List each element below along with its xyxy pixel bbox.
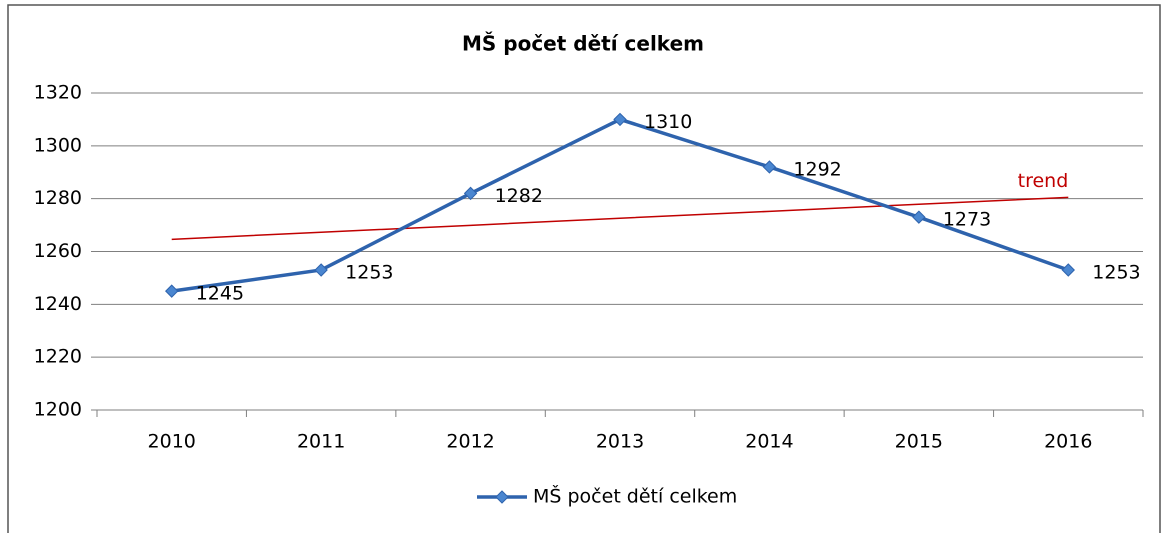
y-tick-label: 1320 [34, 82, 82, 104]
marker [463, 186, 478, 201]
data-label: 1253 [345, 261, 393, 283]
marker [762, 160, 777, 174]
marker [613, 112, 627, 127]
chart-title: MŠ počet dětí celkem [462, 32, 704, 56]
data-label: 1273 [943, 209, 991, 231]
x-tick-label: 2012 [446, 431, 494, 453]
x-tick-label: 2014 [745, 431, 793, 453]
x-tick-label: 2011 [297, 431, 345, 453]
data-label: 1245 [196, 283, 244, 305]
data-label: 1282 [495, 185, 543, 207]
y-tick-label: 1240 [34, 293, 82, 315]
series-line [171, 117, 1069, 293]
legend-marker [495, 490, 509, 504]
data-label: 1292 [793, 158, 841, 180]
y-tick-label: 1260 [34, 240, 82, 262]
trend-line [171, 196, 1069, 241]
x-tick-label: 2016 [1044, 431, 1092, 453]
x-tick-label: 2010 [148, 431, 196, 453]
marker [912, 210, 926, 224]
trend-label: trend [1018, 170, 1069, 192]
data-label: 1310 [644, 111, 692, 133]
marker [314, 263, 328, 277]
x-tick-label: 2013 [596, 431, 644, 453]
data-label: 1253 [1092, 261, 1140, 283]
x-tick-label: 2015 [895, 431, 943, 453]
marker [1061, 263, 1075, 277]
marker [165, 284, 179, 298]
legend-label: MŠ počet dětí celkem [533, 484, 737, 508]
y-tick-label: 1200 [34, 399, 82, 421]
chart-frame [7, 4, 1161, 533]
y-tick-label: 1280 [34, 187, 82, 209]
y-tick-label: 1220 [34, 346, 82, 368]
y-tick-label: 1300 [34, 134, 82, 156]
